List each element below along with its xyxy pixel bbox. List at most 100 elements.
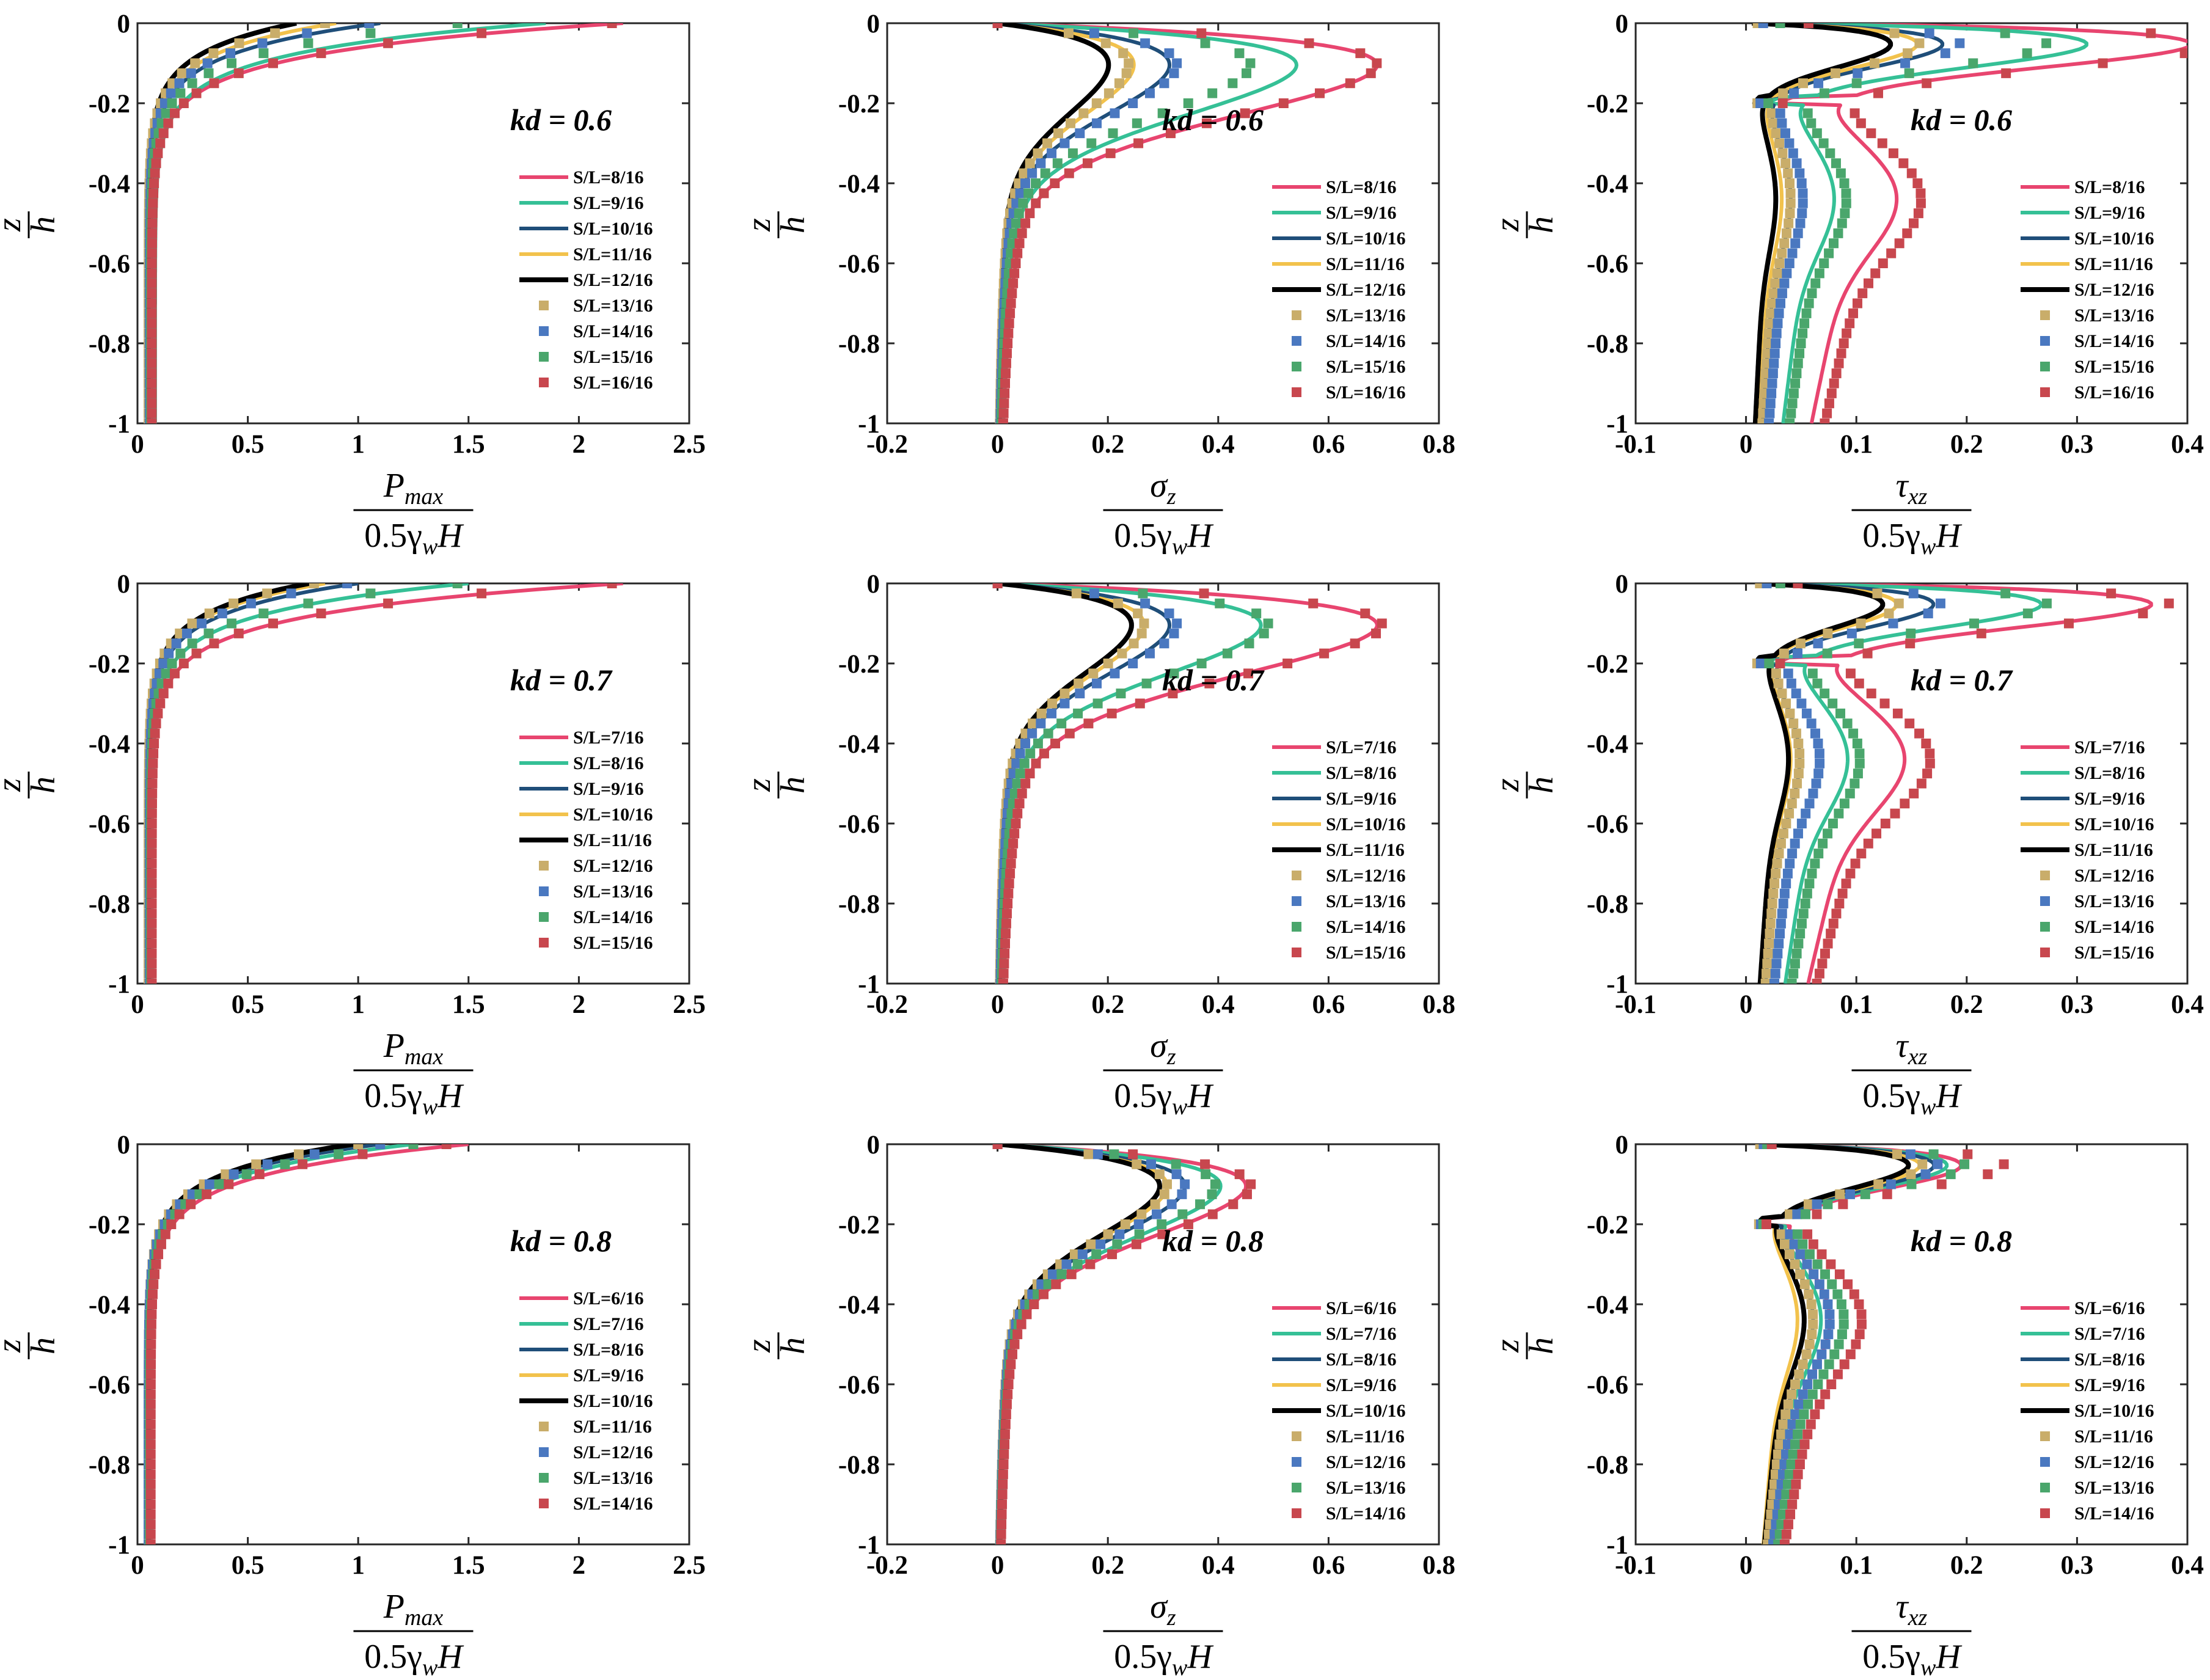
series-marker <box>1826 929 1836 939</box>
series-marker <box>1830 68 1840 78</box>
series-marker <box>1169 68 1179 78</box>
series-marker <box>147 878 157 889</box>
series-marker <box>1801 1349 1812 1359</box>
y-tick-label: -0.6 <box>838 250 880 279</box>
series-marker <box>1803 1199 1813 1210</box>
series-marker <box>1003 899 1013 908</box>
series-marker <box>1813 638 1823 649</box>
series-marker <box>1763 948 1773 959</box>
series-marker <box>1350 638 1360 649</box>
kd-annotation: kd = 0.6 <box>1911 103 2012 137</box>
series-marker <box>1781 1489 1791 1500</box>
series-marker <box>1763 338 1773 348</box>
series-marker <box>1785 1429 1795 1439</box>
legend-label: S/L=9/16 <box>2074 789 2145 809</box>
series-marker <box>1140 598 1151 608</box>
series-marker <box>153 708 163 718</box>
series-marker <box>1936 1179 1947 1189</box>
series-marker <box>1159 638 1169 649</box>
legend-swatch-marker <box>2040 1431 2050 1441</box>
chart-panel: -0.1 0 0.1 0.2 0.3 0.4 0 -0.2 -0.4 -0.6 -0.8 -1 τxz 0… <box>1488 1131 2204 1680</box>
legend-label: S/L=14/16 <box>1326 331 1405 351</box>
x-axis-label-numerator: σz <box>1150 1588 1176 1631</box>
series-marker <box>147 858 157 869</box>
legend-label: S/L=11/16 <box>1326 1426 1405 1447</box>
series-marker <box>1811 778 1821 789</box>
legend-swatch-marker <box>1292 1508 1301 1518</box>
series-marker <box>1039 188 1049 199</box>
series-marker <box>1925 758 1935 769</box>
series-marker <box>1795 638 1806 649</box>
series-marker <box>181 628 192 638</box>
series-marker <box>1832 1369 1843 1379</box>
legend-label: S/L=14/16 <box>2074 1503 2154 1524</box>
chart-panel: 0 0.5 1 1.5 2 2.5 0 -0.2 -0.4 -0.6 -0.8 -1 Pmax 0.5γw… <box>0 570 706 1120</box>
series-marker <box>1768 368 1778 379</box>
series-marker <box>1164 48 1174 59</box>
series-marker <box>1012 808 1023 819</box>
legend: S/L=6/16 S/L=7/16 S/L=8/16 S/L=9/16 S/L=10/1… <box>2021 1298 2154 1524</box>
series-marker <box>1157 1229 1168 1240</box>
series-marker <box>145 1429 156 1439</box>
series-marker <box>1078 108 1089 119</box>
series-marker <box>1063 28 1074 38</box>
series-marker <box>1066 118 1076 128</box>
x-tick-label: -0.1 <box>1615 990 1656 1019</box>
x-tick-label: 0 <box>1740 1551 1753 1580</box>
series-marker <box>1853 68 1863 78</box>
series-marker <box>1783 1439 1793 1450</box>
series-marker <box>1360 608 1370 619</box>
series-marker <box>147 918 157 929</box>
y-tick-label: -1 <box>1606 970 1628 999</box>
series-marker <box>1829 378 1839 389</box>
y-tick-label: 0 <box>1615 1131 1629 1160</box>
series-marker <box>999 959 1009 969</box>
series-marker <box>1908 588 1919 599</box>
series-marker <box>1777 98 1788 108</box>
series-marker <box>147 968 157 979</box>
series-marker <box>1999 1159 2009 1169</box>
legend-label: S/L=11/16 <box>2074 254 2153 274</box>
x-tick-label: 1 <box>351 430 365 459</box>
series-marker <box>1810 1409 1820 1420</box>
series-marker <box>1834 899 1845 908</box>
y-tick-label: -0.2 <box>89 650 130 679</box>
series-marker <box>1808 788 1818 798</box>
series-marker <box>1132 118 1142 128</box>
legend-label: S/L=15/16 <box>1326 943 1405 963</box>
series-marker <box>1820 1339 1831 1349</box>
series-marker <box>1853 769 1863 779</box>
series-marker <box>1763 98 1774 108</box>
series-marker <box>209 78 219 89</box>
series-marker <box>1804 298 1814 309</box>
series-marker <box>1207 88 1218 98</box>
series-marker <box>1812 979 1822 984</box>
series-marker <box>999 1449 1009 1459</box>
legend-label: S/L=9/16 <box>1326 1375 1396 1395</box>
series-marker <box>147 838 157 849</box>
series-marker <box>1067 148 1078 158</box>
series-marker <box>1914 38 1925 48</box>
series-marker <box>1790 378 1801 389</box>
x-tick-label: 0.2 <box>1091 1551 1124 1580</box>
series-line <box>1767 23 2088 423</box>
x-tick-label: 0.5 <box>232 990 265 1019</box>
series-marker <box>1110 108 1120 119</box>
series-marker <box>1015 748 1025 759</box>
series-marker <box>1784 1249 1795 1260</box>
series-marker <box>1795 1269 1806 1279</box>
kd-annotation: kd = 0.8 <box>510 1224 612 1258</box>
series-marker <box>1916 778 1926 789</box>
x-axis-label-numerator: σz <box>1150 467 1176 509</box>
series-marker <box>147 348 157 359</box>
series-marker <box>1039 1289 1049 1299</box>
legend-label: S/L=16/16 <box>573 373 653 393</box>
series-marker <box>1782 868 1793 878</box>
series-marker <box>1841 878 1851 889</box>
series-marker <box>1894 598 1904 608</box>
series-marker <box>1773 948 1783 959</box>
y-tick-label: -1 <box>1606 410 1628 439</box>
series-marker <box>1841 198 1851 208</box>
series-marker <box>1806 118 1817 128</box>
series-marker <box>1791 158 1802 169</box>
